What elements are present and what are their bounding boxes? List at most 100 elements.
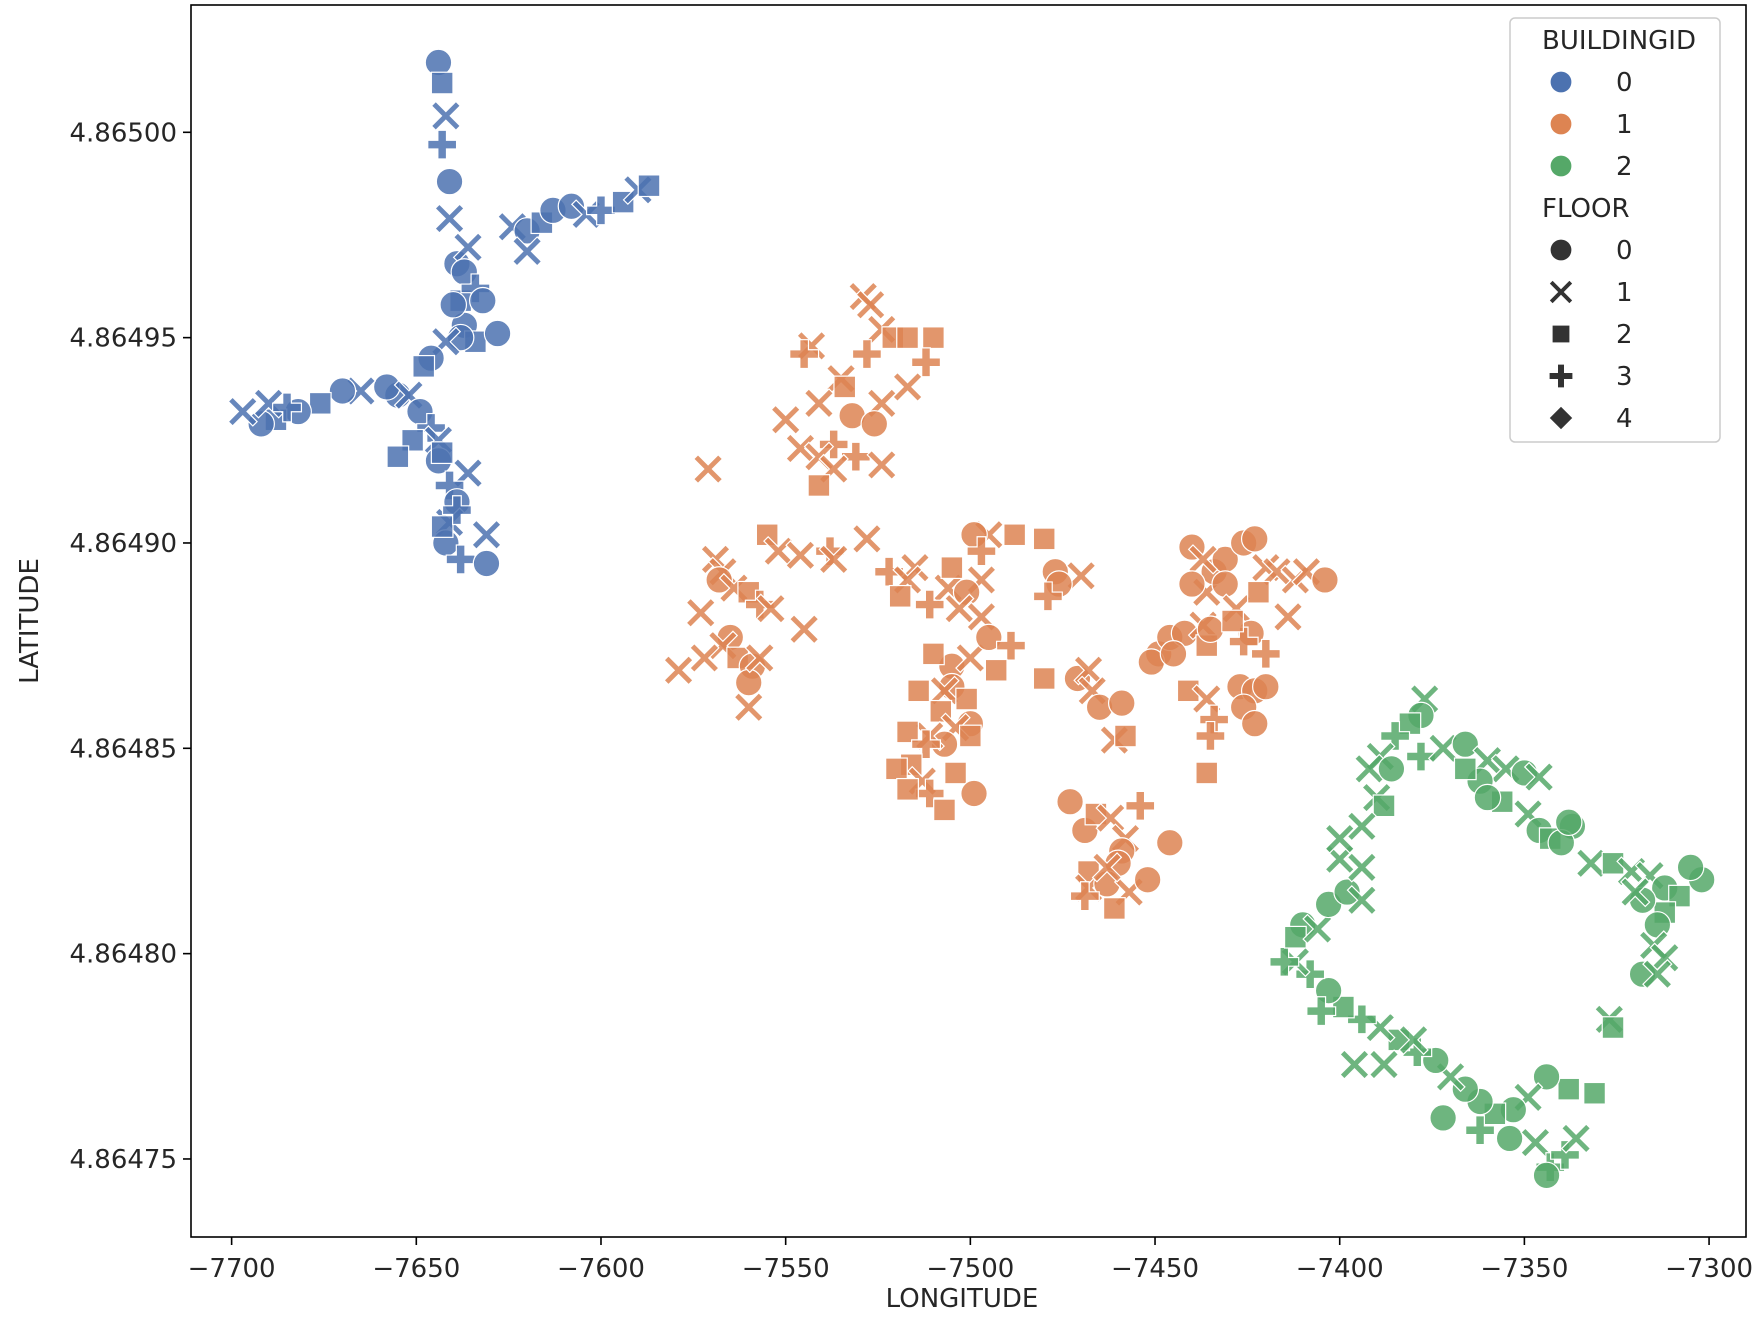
data-point-b1-73 bbox=[995, 630, 1026, 661]
data-point-b0-27 bbox=[483, 319, 512, 348]
data-point-b1-69 bbox=[733, 691, 764, 723]
data-point-b1-28 bbox=[763, 535, 794, 567]
data-point-b2-82 bbox=[1554, 808, 1583, 837]
y-tick-label: 4.86480 bbox=[69, 940, 177, 970]
plot-frame bbox=[190, 4, 1747, 1238]
data-point-b2-81 bbox=[1453, 757, 1477, 781]
data-point-b2-8 bbox=[1372, 794, 1396, 818]
data-point-b1-130 bbox=[1311, 566, 1339, 594]
data-point-b1-78 bbox=[955, 687, 979, 711]
data-point-b2-63 bbox=[1346, 885, 1378, 916]
legend-floor-marker bbox=[1548, 363, 1574, 389]
data-point-b1-16 bbox=[860, 410, 889, 438]
data-point-b1-8 bbox=[851, 339, 882, 370]
data-point-b1-1 bbox=[855, 289, 886, 321]
data-point-b1-80 bbox=[907, 679, 931, 703]
data-point-b2-77 bbox=[1560, 1123, 1592, 1154]
data-point-b0-49 bbox=[386, 445, 410, 469]
legend-entries: 0 1 2 0 1 2 3 4 bbox=[1548, 68, 1633, 434]
data-point-b1-137 bbox=[1272, 601, 1304, 633]
data-point-b1-39 bbox=[940, 556, 964, 580]
data-point-b1-71 bbox=[955, 642, 986, 674]
data-point-b2-68 bbox=[1339, 1049, 1370, 1080]
data-point-b2-71 bbox=[1465, 1115, 1496, 1146]
data-point-b0-41 bbox=[272, 392, 303, 423]
data-point-b1-62 bbox=[788, 613, 820, 645]
data-point-b1-50 bbox=[944, 593, 975, 624]
data-point-b2-72 bbox=[1495, 1124, 1524, 1153]
x-axis: −7700 −7650 −7600 −7550 −7500 −7450 −7400 −7350… bbox=[188, 1237, 1752, 1284]
data-point-b1-142 bbox=[1250, 638, 1281, 669]
legend-style-title: FLOOR bbox=[1542, 194, 1630, 224]
data-point-b1-149 bbox=[1156, 828, 1184, 857]
x-tick-label: −7500 bbox=[926, 1254, 1014, 1284]
legend-floor-label: 3 bbox=[1616, 362, 1633, 392]
data-point-b1-67 bbox=[734, 668, 763, 697]
y-tick-label: 4.86485 bbox=[69, 734, 177, 764]
data-point-b1-25 bbox=[807, 474, 831, 497]
data-point-b1-12 bbox=[892, 371, 923, 403]
y-axis-label: LATITUDE bbox=[15, 558, 45, 684]
data-point-b1-83 bbox=[958, 724, 982, 748]
data-point-b0-2 bbox=[430, 100, 462, 132]
data-point-b1-91 bbox=[914, 778, 945, 809]
data-points bbox=[227, 48, 1716, 1190]
y-tick-label: 4.86475 bbox=[69, 1145, 177, 1175]
x-tick-label: −7550 bbox=[742, 1254, 830, 1284]
data-point-b0-3 bbox=[427, 129, 458, 160]
x-tick-label: −7600 bbox=[557, 1254, 645, 1284]
data-point-b1-17 bbox=[770, 404, 801, 436]
legend-box bbox=[1509, 17, 1721, 443]
data-point-b1-92 bbox=[944, 761, 967, 785]
legend-building-marker bbox=[1549, 154, 1573, 178]
legend-floor-label: 0 bbox=[1616, 236, 1633, 266]
data-point-b1-29 bbox=[785, 540, 816, 571]
data-point-b1-24 bbox=[692, 453, 724, 485]
data-point-b1-27 bbox=[755, 523, 779, 547]
y-tick-label: 4.86500 bbox=[69, 118, 177, 148]
data-point-b1-114 bbox=[1195, 720, 1226, 751]
x-tick-label: −7450 bbox=[1111, 1254, 1199, 1284]
data-point-b0-34 bbox=[328, 377, 357, 405]
data-point-b2-62 bbox=[1333, 878, 1361, 906]
data-point-b0-30 bbox=[412, 354, 436, 378]
data-point-b1-115 bbox=[1195, 761, 1219, 785]
data-point-b2-41 bbox=[1532, 1063, 1561, 1091]
data-point-b0-24 bbox=[439, 290, 468, 319]
data-point-b2-75 bbox=[1532, 1161, 1561, 1190]
data-point-b0-51 bbox=[434, 470, 465, 501]
data-point-b2-6 bbox=[1377, 755, 1406, 783]
legend-floor-label: 2 bbox=[1616, 320, 1633, 350]
data-point-b1-148 bbox=[1125, 790, 1156, 821]
data-point-b1-158 bbox=[1133, 865, 1162, 894]
data-point-b1-53 bbox=[888, 584, 912, 608]
legend-building-marker bbox=[1549, 70, 1573, 94]
data-point-b2-5 bbox=[1354, 753, 1385, 785]
data-point-b1-72 bbox=[975, 623, 1003, 652]
data-point-b1-4 bbox=[896, 326, 919, 350]
data-point-b1-54 bbox=[914, 589, 945, 620]
data-point-b1-93 bbox=[960, 779, 988, 808]
data-point-b2-84 bbox=[1619, 876, 1651, 908]
x-axis-label: LONGITUDE bbox=[886, 1284, 1039, 1314]
x-tick-label: −7300 bbox=[1665, 1254, 1752, 1284]
data-point-b1-156 bbox=[1102, 897, 1126, 920]
data-point-b1-120 bbox=[1240, 709, 1269, 738]
data-point-b2-69 bbox=[1368, 1049, 1400, 1080]
data-point-b1-133 bbox=[1178, 570, 1206, 598]
legend-floor-label: 4 bbox=[1616, 404, 1633, 434]
data-point-b0-39 bbox=[227, 396, 258, 427]
data-point-b1-95 bbox=[933, 798, 956, 822]
legend-floor-marker bbox=[1548, 279, 1574, 305]
y-tick-label: 4.86490 bbox=[69, 529, 177, 559]
data-point-b1-141 bbox=[1221, 609, 1244, 633]
data-point-b1-94 bbox=[896, 777, 919, 801]
x-tick-label: −7350 bbox=[1480, 1254, 1568, 1284]
data-point-b1-101 bbox=[1107, 689, 1136, 717]
data-point-b1-87 bbox=[911, 729, 942, 760]
data-point-b1-5 bbox=[922, 326, 945, 350]
data-point-b2-52 bbox=[1346, 1004, 1377, 1035]
data-point-b2-67 bbox=[1324, 823, 1355, 854]
data-point-b1-22 bbox=[866, 449, 897, 481]
